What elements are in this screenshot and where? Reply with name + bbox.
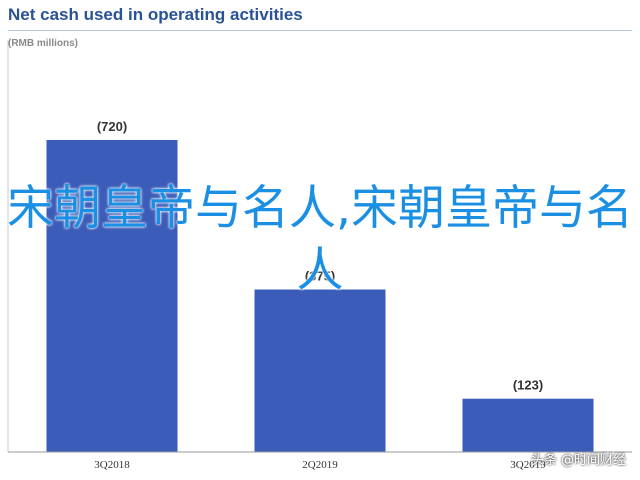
data-label-3Q2018: (720) [97, 119, 127, 134]
watermark: 头条 @时间财经 [530, 453, 626, 468]
bar-3Q2018 [46, 140, 178, 452]
data-label-2Q2019: (375) [305, 269, 335, 284]
x-tick-label-2Q2019: 2Q2019 [302, 459, 338, 471]
chart-title: Net cash used in operating activities [8, 5, 303, 24]
chart-subtitle: (RMB millions) [8, 38, 78, 49]
x-tick-label-3Q2019: 3Q2019 [510, 459, 546, 471]
data-label-3Q2019: (123) [513, 378, 543, 393]
bar-3Q2019 [462, 398, 594, 452]
title-divider [8, 30, 632, 31]
x-tick-label-3Q2018: 3Q2018 [94, 459, 130, 471]
bar-2Q2019 [254, 289, 386, 452]
